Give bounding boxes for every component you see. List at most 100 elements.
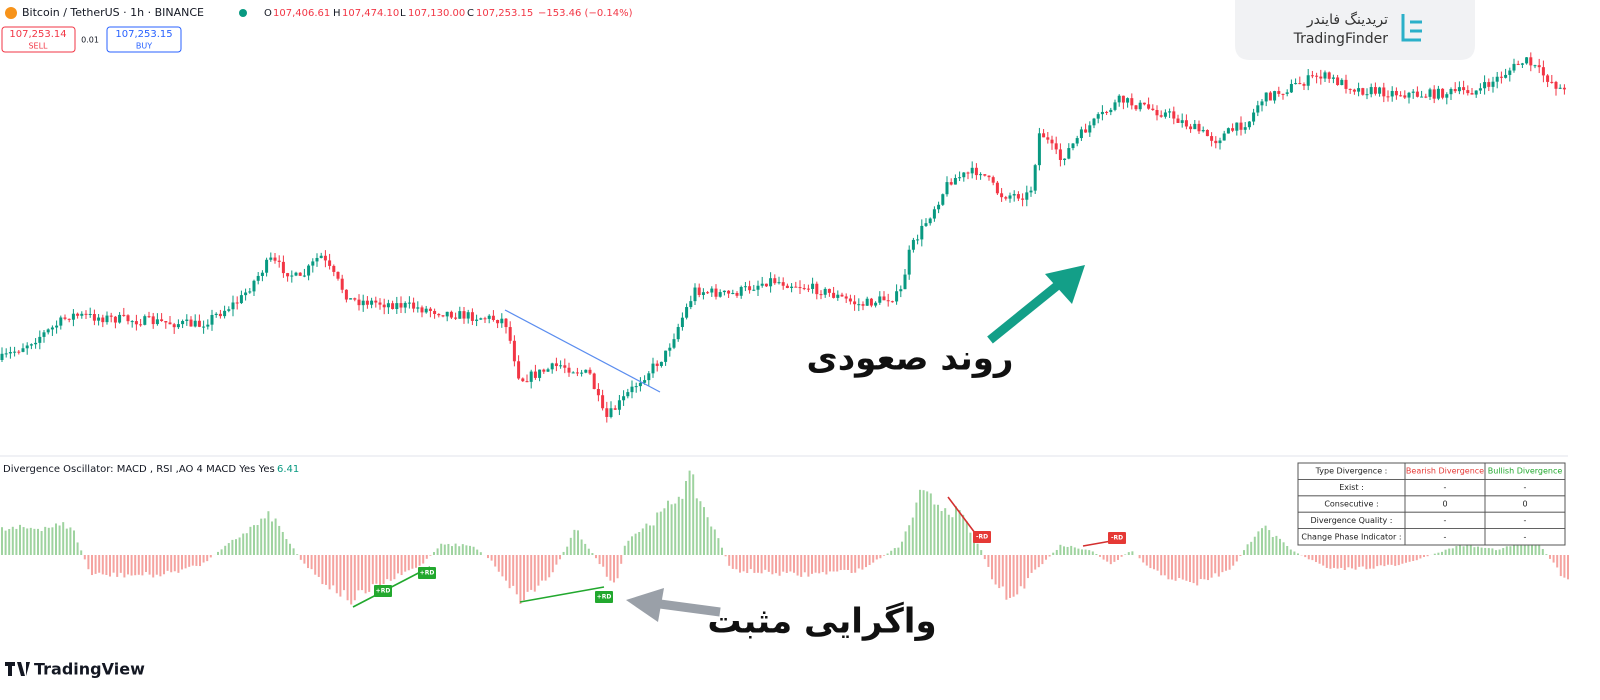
candle-body: [59, 317, 63, 326]
table-text: -: [1444, 483, 1447, 492]
candle-body: [378, 302, 382, 305]
candle-body: [239, 295, 243, 304]
histogram-bar: [458, 546, 461, 555]
histogram-bar: [980, 550, 983, 555]
histogram-bar: [29, 527, 32, 555]
histogram-bar: [1005, 555, 1008, 600]
candle-body: [21, 348, 25, 352]
histogram-bar: [447, 543, 450, 555]
histogram-bar: [955, 506, 957, 555]
candle-body: [983, 174, 987, 176]
histogram-bar: [1444, 549, 1447, 555]
histogram-bar: [123, 555, 126, 578]
candle-body: [1231, 128, 1235, 131]
candle-body: [1415, 91, 1419, 97]
candle-body: [697, 287, 701, 295]
candle-body: [916, 239, 920, 241]
histogram-bar: [559, 555, 561, 560]
candle-body: [966, 172, 970, 174]
histogram-bar: [292, 548, 295, 555]
candle-body: [601, 395, 605, 409]
histogram-bar: [350, 555, 353, 605]
histogram-bar: [1509, 546, 1512, 555]
buy-button[interactable]: [106, 26, 182, 53]
candle-body: [307, 265, 311, 276]
histogram-bar: [1088, 550, 1091, 555]
candle-body: [1420, 96, 1424, 98]
candle-body: [189, 319, 193, 327]
histogram-bar: [1376, 555, 1379, 567]
histogram-bar: [119, 555, 122, 573]
candle-body: [1176, 118, 1180, 123]
candle-body: [1000, 193, 1004, 198]
candle-body: [319, 255, 323, 258]
candle-body: [1096, 114, 1100, 119]
histogram-bar: [1203, 555, 1206, 580]
histogram-bar: [379, 555, 381, 589]
candle-body: [361, 300, 365, 306]
candle-body: [1428, 89, 1432, 97]
histogram-bar: [335, 555, 338, 594]
histogram-bar: [299, 555, 302, 560]
signal-box: [1108, 532, 1126, 544]
candle-body: [151, 316, 155, 325]
histogram-bar: [1117, 555, 1119, 560]
histogram-bar: [1023, 555, 1026, 589]
histogram-bar: [1214, 555, 1217, 574]
histogram-bar: [613, 555, 615, 583]
table-text: Divergence Quality :: [1311, 516, 1393, 525]
candle-body: [1466, 90, 1470, 94]
table-text: -: [1444, 532, 1447, 541]
candle-body: [76, 313, 80, 316]
candle-body: [298, 272, 302, 276]
histogram-bar: [994, 555, 997, 585]
histogram-bar: [181, 555, 183, 570]
candle-body: [1478, 88, 1482, 91]
histogram-bar: [1228, 555, 1231, 570]
histogram-bar: [209, 555, 212, 558]
histogram-bar: [1199, 555, 1202, 580]
histogram-bar: [638, 532, 641, 555]
histogram-bar: [422, 555, 425, 564]
histogram-bar: [490, 555, 493, 561]
histogram-bar: [11, 526, 14, 555]
histogram-bar: [836, 555, 839, 572]
histogram-bar: [1, 527, 3, 555]
ohlc-value: 107,406.61: [273, 8, 330, 19]
histogram-bar: [1239, 555, 1242, 556]
candle-body: [227, 309, 231, 311]
candle-body: [273, 257, 277, 261]
histogram-bar: [1369, 555, 1371, 569]
candle-body: [592, 373, 596, 389]
histogram-bar: [1142, 555, 1145, 563]
candle-body: [748, 286, 752, 291]
candle-body: [546, 369, 550, 372]
candle-body: [500, 318, 504, 324]
symbol[interactable]: Bitcoin / TetherUS · 1h · BINANCE: [22, 6, 204, 19]
histogram-bar: [202, 555, 205, 563]
candle-body: [554, 363, 558, 367]
candle-body: [172, 324, 176, 328]
divergence-line: [947, 496, 979, 538]
candle-body: [1344, 79, 1348, 89]
candle-body: [491, 315, 495, 321]
candle-body: [143, 316, 147, 325]
histogram-bar: [1354, 555, 1357, 570]
annotation: واگرایی مثبت: [707, 602, 936, 642]
candle-body: [1474, 90, 1478, 95]
sell-button[interactable]: [1, 26, 76, 53]
candle-body: [1205, 129, 1209, 137]
histogram-bar: [1293, 551, 1296, 555]
histogram-bar: [667, 500, 669, 555]
candle-body: [475, 319, 479, 321]
candle-body: [634, 386, 638, 388]
histogram-bar: [508, 555, 511, 589]
candle-body: [1386, 96, 1390, 98]
histogram-bar: [271, 521, 273, 555]
histogram-bar: [1311, 555, 1314, 561]
candle-body: [987, 175, 991, 178]
candle-body: [445, 311, 449, 317]
histogram-bar: [587, 548, 590, 555]
table-text: Change Phase Indicator :: [1301, 532, 1401, 541]
histogram-bar: [274, 518, 277, 555]
